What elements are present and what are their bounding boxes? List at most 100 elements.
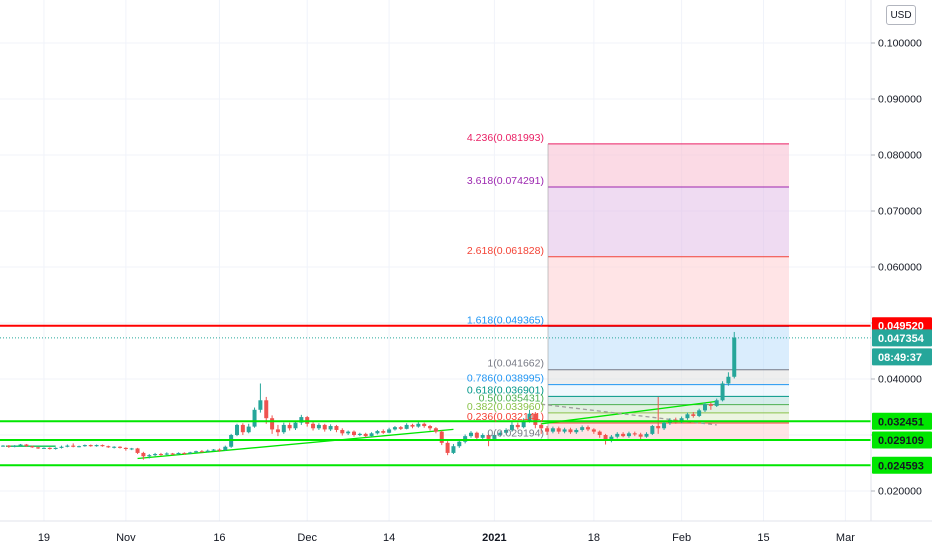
fib-level-label: 0.786(0.038995) bbox=[467, 373, 544, 385]
candle-body bbox=[88, 445, 93, 447]
candle-body bbox=[217, 449, 222, 451]
price-tick-label: 0.070000 bbox=[878, 206, 922, 218]
candle-body bbox=[340, 429, 345, 434]
candle-body bbox=[691, 414, 696, 416]
trendline[interactable] bbox=[541, 400, 717, 425]
candle-body bbox=[147, 455, 152, 457]
trendline[interactable] bbox=[137, 428, 454, 460]
price-label-text: 0.032451 bbox=[878, 416, 924, 428]
fib-zone bbox=[548, 412, 789, 424]
candle-body bbox=[703, 404, 707, 411]
candle-body bbox=[275, 429, 280, 433]
candle-body bbox=[252, 409, 257, 427]
candle-body bbox=[363, 433, 368, 437]
fib-zone bbox=[548, 326, 789, 370]
candle-body bbox=[410, 424, 415, 427]
time-tick-label: Mar bbox=[836, 532, 855, 544]
candle-body bbox=[574, 429, 579, 433]
candle-body bbox=[697, 410, 702, 416]
candle-body bbox=[299, 417, 304, 423]
candle-body bbox=[287, 424, 292, 429]
candle-body bbox=[205, 450, 210, 452]
candle-body bbox=[392, 427, 397, 430]
candle-body bbox=[24, 444, 29, 447]
currency-unit-button[interactable]: USD bbox=[886, 5, 916, 25]
candle-body bbox=[223, 446, 228, 451]
candle-body bbox=[106, 446, 111, 448]
candle-body bbox=[662, 422, 667, 429]
time-tick-label: Feb bbox=[672, 532, 691, 544]
candle-body bbox=[556, 428, 561, 432]
price-label-box bbox=[872, 329, 932, 347]
price-label-box bbox=[872, 456, 932, 474]
fib-level-label: 3.618(0.074291) bbox=[467, 175, 544, 187]
time-tick-label: 14 bbox=[383, 532, 395, 544]
candle-body bbox=[445, 442, 450, 453]
candle-body bbox=[135, 448, 140, 453]
candle-body bbox=[18, 444, 23, 446]
candle-body bbox=[621, 433, 626, 437]
candle-body bbox=[679, 418, 684, 423]
candle-body bbox=[416, 423, 421, 427]
candle-body bbox=[194, 451, 199, 453]
candle-body bbox=[293, 422, 298, 429]
candle-body bbox=[545, 428, 550, 432]
fib-level-label: 2.618(0.061828) bbox=[467, 245, 544, 257]
fib-level-label: 1.618(0.049365) bbox=[467, 315, 544, 327]
candle-body bbox=[638, 434, 643, 437]
candle-body bbox=[714, 400, 719, 406]
candle-body bbox=[375, 431, 380, 434]
candle-body bbox=[129, 448, 134, 450]
candle-body bbox=[463, 436, 468, 442]
price-label-text: 0.029109 bbox=[878, 435, 924, 447]
candle-body bbox=[568, 429, 573, 433]
candle-body bbox=[188, 452, 193, 454]
fib-level-label: 0.618(0.036901) bbox=[467, 384, 544, 396]
candle-body bbox=[182, 452, 187, 454]
price-label-text: 0.024593 bbox=[878, 460, 924, 472]
candle-body bbox=[591, 429, 596, 432]
fib-level-label: 1(0.041662) bbox=[487, 358, 544, 370]
fib-zone bbox=[548, 369, 789, 385]
candle-body bbox=[176, 452, 181, 455]
candle-body bbox=[492, 435, 497, 439]
candle-body bbox=[685, 414, 690, 419]
candle-body bbox=[732, 337, 737, 377]
candlestick-series bbox=[1, 331, 737, 460]
candle-body bbox=[615, 433, 620, 437]
candle-body bbox=[439, 431, 444, 443]
fib-level-label: 0(0.029194) bbox=[487, 428, 544, 440]
fib-zone bbox=[548, 256, 789, 327]
candle-body bbox=[71, 445, 76, 447]
candle-body bbox=[65, 445, 70, 447]
candle-body bbox=[515, 424, 520, 428]
candle-body bbox=[586, 427, 590, 430]
candle-body bbox=[246, 426, 251, 433]
candle-body bbox=[346, 431, 351, 434]
candle-body bbox=[480, 435, 485, 438]
candle-body bbox=[527, 413, 532, 421]
price-tick-label: 0.090000 bbox=[878, 94, 922, 106]
candle-body bbox=[235, 424, 239, 435]
candle-body bbox=[369, 433, 374, 437]
candle-body bbox=[170, 453, 175, 455]
candle-body bbox=[469, 432, 473, 437]
time-axis-background[interactable] bbox=[0, 521, 932, 550]
candle-body bbox=[322, 424, 327, 430]
candle-body bbox=[94, 445, 99, 447]
candle-body bbox=[433, 428, 438, 432]
price-label-box bbox=[872, 348, 932, 366]
candle-body bbox=[211, 449, 216, 451]
candle-body bbox=[609, 436, 614, 441]
horizontal-lines[interactable] bbox=[0, 324, 871, 467]
candle-body bbox=[334, 426, 339, 430]
candle-body bbox=[30, 446, 35, 448]
candle-body bbox=[258, 400, 263, 410]
price-label-box bbox=[872, 431, 932, 449]
candle-body bbox=[539, 424, 544, 429]
price-tick-label: 0.080000 bbox=[878, 150, 922, 162]
candle-body bbox=[381, 431, 386, 433]
candle-body bbox=[428, 426, 433, 429]
candle-body bbox=[644, 433, 649, 437]
